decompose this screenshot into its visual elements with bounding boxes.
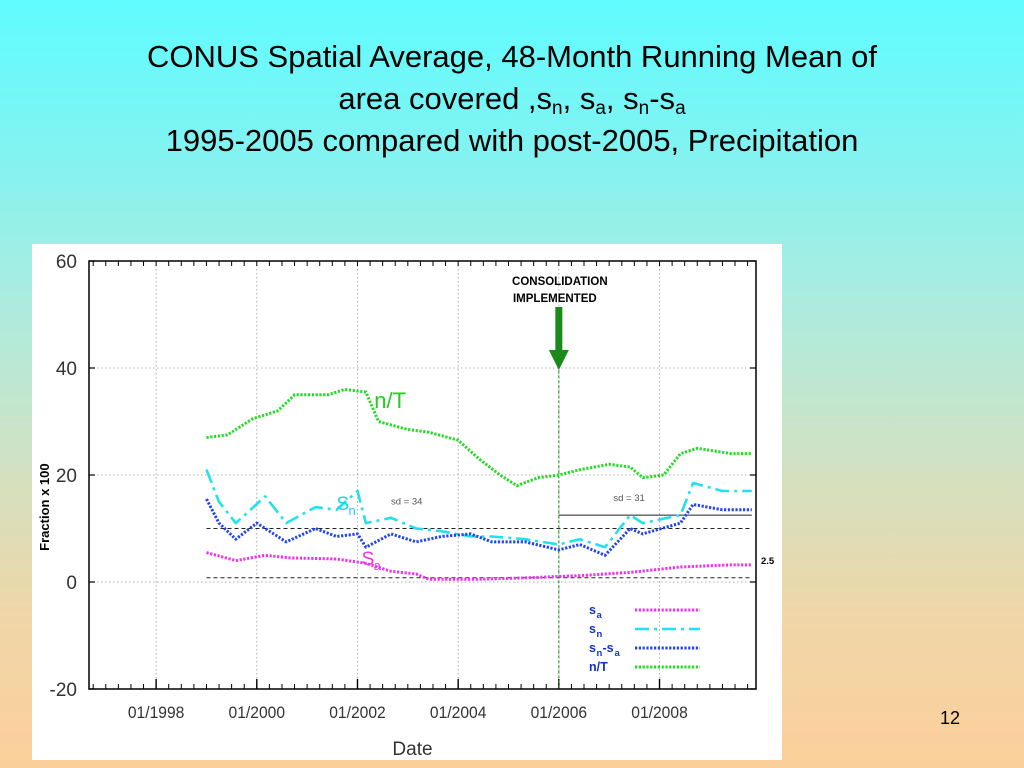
title-diff-subscript-2: a: [675, 98, 686, 119]
consolidation-label-line1: CONSOLIDATION: [512, 276, 608, 288]
legend-label-sub: n: [597, 629, 603, 640]
title-sa-subscript: a: [595, 98, 606, 119]
arrow-shaft: [555, 307, 563, 352]
y-tick-label: 20: [56, 466, 77, 487]
title-line-2-mid1: , s: [562, 81, 596, 116]
line-chart: 60 40 20 0 -20 01/1998 01/2000 01/2002 01/2004 01…: [37, 252, 775, 760]
axes-layer: 60 40 20 0 -20 01/1998 01/2000 01/2002 01/2004 01…: [37, 252, 757, 760]
legend-label-mid: -s: [603, 641, 614, 655]
legend-label: s: [589, 641, 596, 655]
series-label-sn-sub: n: [349, 503, 356, 518]
series-label-sa-sub: a: [374, 558, 382, 573]
series-line-sn-sa: [205, 498, 752, 557]
legend-label-sub2: a: [615, 648, 621, 659]
series-label-nT: n/T: [374, 388, 406, 413]
series-line-n-t: [206, 387, 752, 488]
x-tick-label: 01/2000: [229, 703, 286, 722]
y-tick-label: -20: [50, 680, 77, 701]
title-line-2-mid2: , s: [605, 81, 639, 116]
series-line-sa: [206, 551, 752, 581]
legend-label: s: [589, 603, 596, 617]
title-sn-subscript: n: [552, 98, 563, 119]
series-label-sa: S: [362, 549, 375, 570]
y-tick-label: 0: [66, 573, 77, 594]
legend-label-sub: a: [597, 610, 603, 621]
y-tick-label: 40: [56, 359, 77, 380]
consolidation-label-line2: IMPLEMENTED: [513, 293, 597, 305]
legend: s as ns n -s an/T: [589, 603, 700, 674]
series-label-sn: S: [337, 494, 350, 515]
slide-title: CONUS Spatial Average, 48-Month Running …: [0, 36, 1024, 162]
legend-label: s: [589, 622, 596, 636]
x-tick-label: 01/2006: [531, 703, 588, 722]
legend-label-sub: n: [597, 648, 603, 659]
title-line-3: 1995-2005 compared with post-2005, Preci…: [165, 123, 859, 158]
series-line-sn: [205, 469, 752, 549]
title-diff-subscript-1: n: [638, 98, 650, 119]
y-tick-label: 60: [56, 252, 77, 273]
x-axis-label: Date: [392, 739, 432, 760]
x-tick-label: 01/2004: [430, 703, 487, 722]
title-line-2-mid3: -s: [649, 81, 676, 116]
legend-item-sn-sa: s n -s a: [589, 641, 700, 659]
y-axis-label: Fraction x 100: [37, 463, 52, 550]
sd-right-label: sd = 31: [613, 493, 644, 504]
x-tick-label: 01/2008: [631, 703, 688, 722]
slide-number: 12: [939, 708, 961, 728]
chart-panel: 60 40 20 0 -20 01/1998 01/2000 01/2002 01/2004 01…: [32, 244, 782, 760]
legend-item-n-t: n/T: [589, 660, 700, 674]
legend-label: n/T: [589, 660, 608, 674]
right-value-label: 2.5: [761, 556, 775, 567]
reference-lines: [206, 365, 752, 689]
title-line-1: CONUS Spatial Average, 48-Month Running …: [146, 39, 878, 74]
series-layer: [205, 387, 752, 581]
title-line-2-prefix: area covered ,s: [338, 81, 553, 116]
x-tick-label: 01/1998: [128, 703, 185, 722]
arrow-head: [548, 350, 569, 370]
title-line-2: area covered ,sn, sa, sn-sa: [0, 78, 1024, 120]
sd-left-label: sd = 34: [391, 496, 422, 507]
x-tick-label: 01/2002: [329, 703, 386, 722]
